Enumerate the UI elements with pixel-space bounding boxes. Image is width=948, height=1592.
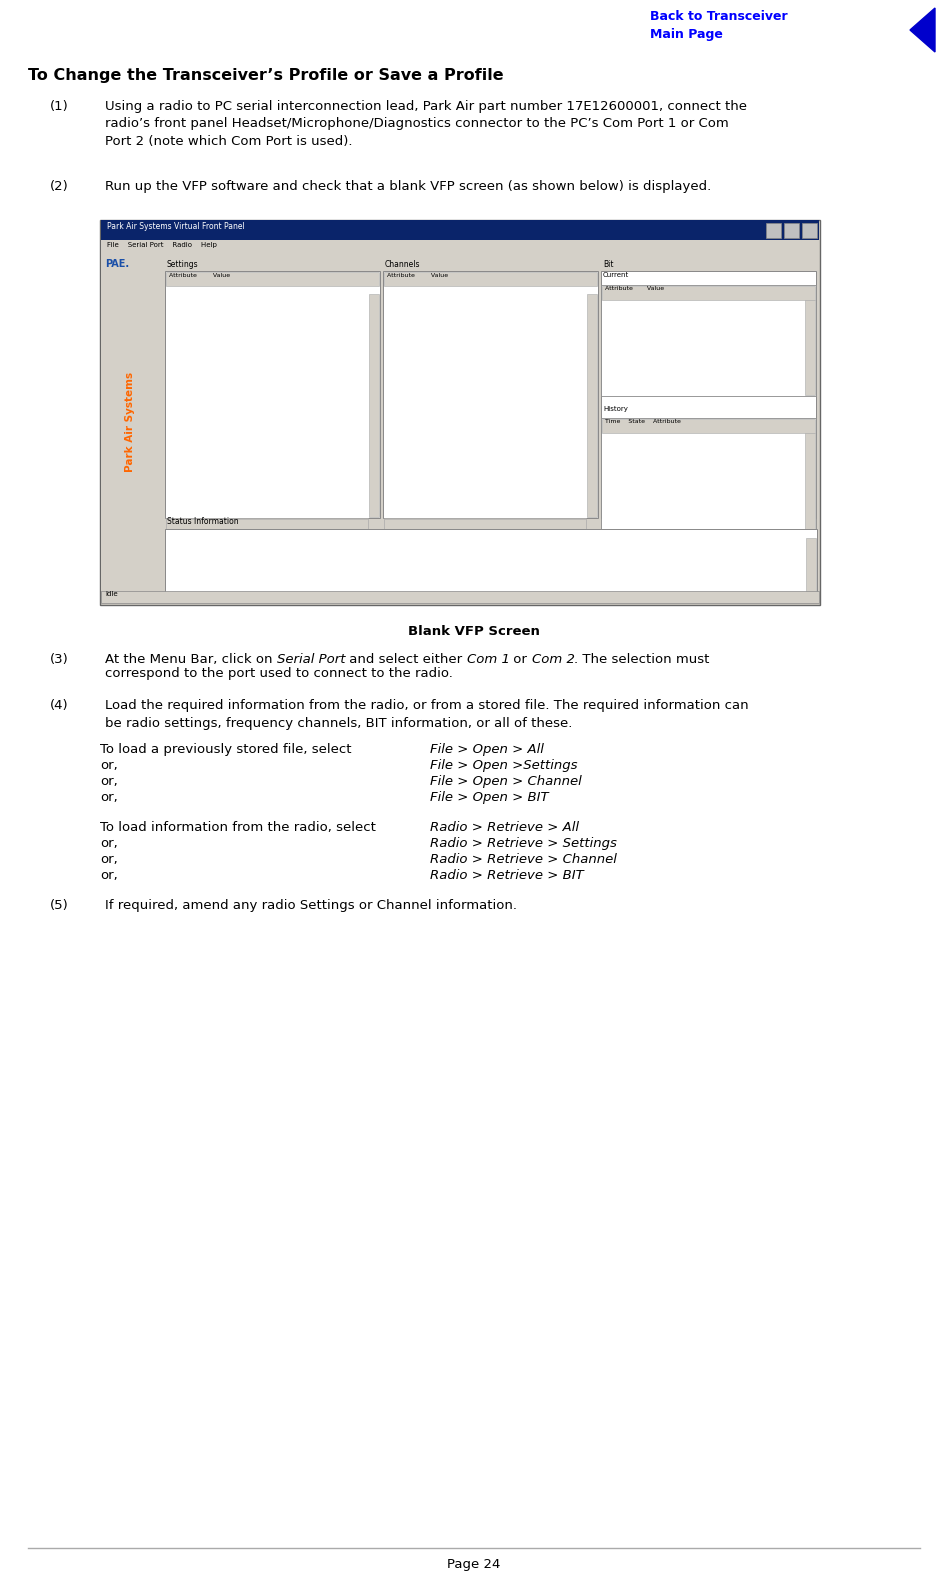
Bar [166, 519, 368, 529]
Bar [166, 272, 379, 287]
Text: File > Open > Channel: File > Open > Channel [430, 775, 582, 788]
Text: or,: or, [100, 853, 118, 866]
Bar [384, 519, 586, 529]
Bar [384, 517, 586, 529]
Bar [601, 285, 816, 396]
Bar [602, 532, 804, 541]
Bar [165, 529, 817, 599]
Polygon shape [910, 8, 935, 53]
Text: Attribute       Value: Attribute Value [605, 287, 665, 291]
Bar [369, 295, 379, 517]
Text: Attribute        Value: Attribute Value [387, 272, 448, 279]
Text: Current: Current [603, 272, 629, 279]
Bar [602, 287, 815, 299]
Text: or: or [509, 653, 532, 665]
Text: Bit: Bit [603, 259, 613, 269]
Bar [101, 591, 819, 603]
Text: (3): (3) [50, 653, 69, 665]
Text: correspond to the port used to connect to the radio.: correspond to the port used to connect t… [105, 667, 453, 680]
Text: (5): (5) [50, 899, 69, 912]
Text: or,: or, [100, 759, 118, 772]
Bar [166, 517, 368, 529]
Bar [384, 272, 597, 287]
Bar [601, 419, 816, 532]
Text: Radio > Retrieve > Channel: Radio > Retrieve > Channel [430, 853, 617, 866]
Text: Load the required information from the radio, or from a stored file. The require: Load the required information from the r… [105, 699, 749, 729]
Bar [601, 271, 816, 517]
Text: or,: or, [100, 775, 118, 788]
Text: and select either: and select either [345, 653, 466, 665]
Text: Run up the VFP software and check that a blank VFP screen (as shown below) is di: Run up the VFP software and check that a… [105, 180, 711, 193]
Bar [587, 295, 597, 517]
Text: or,: or, [100, 837, 118, 850]
Text: Settings: Settings [167, 259, 199, 269]
Text: or,: or, [100, 869, 118, 882]
Text: To Change the Transceiver’s Profile or Save a Profile: To Change the Transceiver’s Profile or S… [28, 68, 503, 83]
Text: Park Air Systems Virtual Front Panel: Park Air Systems Virtual Front Panel [107, 221, 245, 231]
Text: If required, amend any radio Settings or Channel information.: If required, amend any radio Settings or… [105, 899, 517, 912]
Text: File > Open > BIT: File > Open > BIT [430, 791, 549, 804]
Bar [802, 223, 817, 237]
Text: Time    State    Attribute: Time State Attribute [605, 419, 681, 423]
Text: Radio > Retrieve > Settings: Radio > Retrieve > Settings [430, 837, 617, 850]
Text: To load a previously stored file, select: To load a previously stored file, select [100, 743, 352, 756]
Bar [101, 220, 819, 240]
Bar [766, 223, 781, 237]
Text: (1): (1) [50, 100, 69, 113]
Text: (4): (4) [50, 699, 68, 712]
Text: Com 1: Com 1 [466, 653, 509, 665]
Text: Park Air Systems: Park Air Systems [125, 373, 135, 473]
Bar [805, 433, 815, 532]
Text: Radio > Retrieve > All: Radio > Retrieve > All [430, 821, 579, 834]
Text: Channels: Channels [385, 259, 421, 269]
Text: Main Page: Main Page [650, 29, 723, 41]
Bar [806, 538, 816, 599]
Text: File > Open >Settings: File > Open >Settings [430, 759, 577, 772]
Text: PAE.: PAE. [105, 259, 129, 269]
Text: File    Serial Port    Radio    Help: File Serial Port Radio Help [107, 242, 217, 248]
Bar [101, 255, 161, 591]
Bar [101, 255, 819, 591]
Text: Com 2: Com 2 [532, 653, 574, 665]
Text: Idle: Idle [105, 591, 118, 597]
Text: To load information from the radio, select: To load information from the radio, sele… [100, 821, 375, 834]
Bar [101, 240, 819, 255]
Text: . The selection must: . The selection must [574, 653, 710, 665]
Text: Attribute        Value: Attribute Value [169, 272, 230, 279]
Text: Serial Port: Serial Port [277, 653, 345, 665]
Text: History: History [603, 406, 628, 412]
Bar [602, 419, 815, 433]
Text: File > Open > All: File > Open > All [430, 743, 544, 756]
Bar [165, 271, 380, 517]
Text: Blank VFP Screen: Blank VFP Screen [408, 626, 540, 638]
Text: or,: or, [100, 791, 118, 804]
Text: Back to Transceiver: Back to Transceiver [650, 10, 788, 22]
Bar [784, 223, 799, 237]
Bar [100, 220, 820, 605]
Text: Radio > Retrieve > BIT: Radio > Retrieve > BIT [430, 869, 584, 882]
Bar [805, 299, 815, 395]
Text: At the Menu Bar, click on: At the Menu Bar, click on [105, 653, 277, 665]
Text: (2): (2) [50, 180, 69, 193]
Text: Status Information: Status Information [167, 517, 239, 525]
Bar [383, 271, 598, 517]
Text: Using a radio to PC serial interconnection lead, Park Air part number 17E1260000: Using a radio to PC serial interconnecti… [105, 100, 747, 148]
Text: Page 24: Page 24 [447, 1559, 501, 1571]
